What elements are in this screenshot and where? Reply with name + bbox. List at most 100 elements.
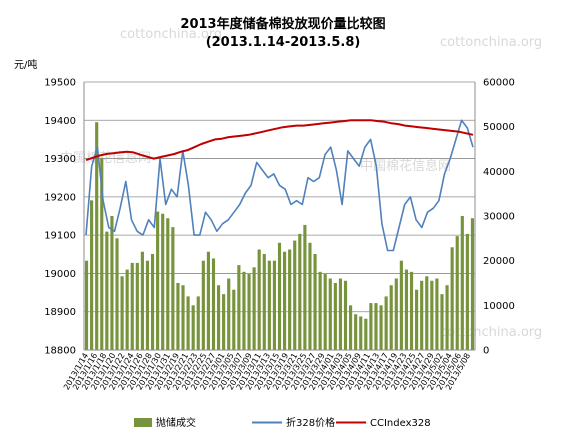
bar	[460, 216, 464, 350]
series-line	[85, 119, 474, 252]
bar	[440, 294, 444, 350]
bar	[252, 267, 256, 350]
bar	[404, 269, 409, 350]
bar	[364, 318, 368, 350]
y-right-tick-label: 10000	[483, 301, 515, 312]
y-right-tick-label: 60000	[483, 78, 515, 89]
bar	[435, 278, 439, 350]
bar	[420, 280, 424, 350]
bar	[120, 276, 124, 350]
bar	[191, 305, 195, 350]
bar	[227, 278, 231, 350]
legend-label: CCIndex328	[370, 418, 431, 429]
bar	[196, 296, 200, 350]
bar	[267, 260, 271, 350]
bar	[232, 289, 236, 350]
watermark-text: cottonchina.org	[440, 35, 542, 50]
bar	[399, 260, 403, 350]
watermark-text: 中国棉花信息网	[360, 158, 451, 174]
bar	[349, 305, 353, 350]
bar	[293, 240, 297, 350]
watermark-text: cottonchina.org	[440, 325, 542, 340]
bar	[354, 314, 358, 350]
bar	[308, 242, 312, 350]
bar	[384, 296, 388, 350]
bar	[283, 251, 287, 350]
legend-label: 抛储成交	[156, 416, 196, 429]
bar	[450, 247, 454, 350]
bar	[470, 218, 475, 350]
watermark-text: cottonchina.org	[120, 27, 222, 42]
bar	[186, 296, 190, 350]
y-left-tick-label: 19400	[44, 116, 76, 127]
y-right-tick-label: 0	[483, 346, 489, 357]
bar	[359, 316, 363, 350]
bar-series	[84, 122, 475, 350]
y-right-tick-label: 20000	[483, 256, 515, 267]
bar	[298, 233, 302, 350]
bar	[145, 260, 150, 350]
bar	[171, 227, 175, 350]
bar	[369, 303, 373, 350]
bar	[206, 251, 210, 350]
bar	[135, 262, 139, 350]
bar	[201, 260, 205, 350]
legend-swatch	[134, 418, 152, 427]
bar	[140, 251, 144, 350]
bar	[430, 280, 434, 350]
bar	[333, 283, 337, 350]
y-axis-right-ticks: 0 10000 20000 30000 40000 50000 60000	[483, 78, 515, 357]
bar	[100, 157, 104, 350]
bar	[166, 218, 170, 350]
y-left-tick-label: 18800	[44, 346, 76, 357]
bar	[445, 285, 449, 350]
bar	[272, 260, 276, 350]
bar	[288, 249, 292, 350]
bar	[343, 280, 348, 350]
bar	[90, 200, 94, 350]
bar	[415, 289, 419, 350]
chart-title: 2013年度储备棉投放现价量比较图	[180, 16, 385, 32]
bar	[465, 233, 469, 350]
bar	[389, 285, 393, 350]
axes	[83, 82, 476, 351]
bar	[211, 258, 216, 350]
legend: 抛储成交 折328价格 CCIndex328	[134, 416, 431, 429]
bar	[394, 278, 398, 350]
bar	[303, 224, 307, 350]
y-right-tick-label: 50000	[483, 122, 515, 133]
y-left-tick-label: 19100	[44, 231, 76, 242]
bar	[318, 271, 322, 350]
bar	[105, 231, 109, 350]
bar	[84, 260, 89, 350]
y-right-tick-label: 30000	[483, 212, 515, 223]
legend-label: 折328价格	[286, 416, 335, 429]
bar	[110, 216, 114, 350]
bar	[95, 122, 99, 350]
bar	[338, 278, 343, 350]
chart-subtitle: (2013.1.14-2013.5.8)	[206, 35, 361, 50]
bar	[374, 303, 378, 350]
bar	[328, 278, 332, 350]
y-left-tick-label: 19500	[44, 78, 76, 89]
x-axis-ticks: 2013/1/142013/1/162013/1/182013/1/202013…	[62, 351, 472, 391]
bar	[257, 249, 261, 350]
bar	[323, 274, 327, 350]
bar	[176, 283, 180, 350]
bar	[150, 253, 155, 350]
watermark-text: 中国棉花信息网	[60, 150, 151, 166]
bar	[130, 262, 134, 350]
y-left-tick-label: 18900	[44, 307, 76, 318]
bar	[425, 276, 429, 350]
y-axis-left-unit: 元/吨	[14, 58, 37, 71]
y-left-tick-label: 19000	[44, 269, 76, 280]
bar	[125, 269, 129, 350]
series-line	[85, 119, 474, 162]
y-left-tick-label: 19200	[44, 192, 76, 203]
line-series	[85, 119, 474, 252]
watermark-layer: cottonchina.org cottonchina.org cottonch…	[60, 27, 542, 340]
bar	[181, 285, 185, 350]
bar	[262, 253, 266, 350]
